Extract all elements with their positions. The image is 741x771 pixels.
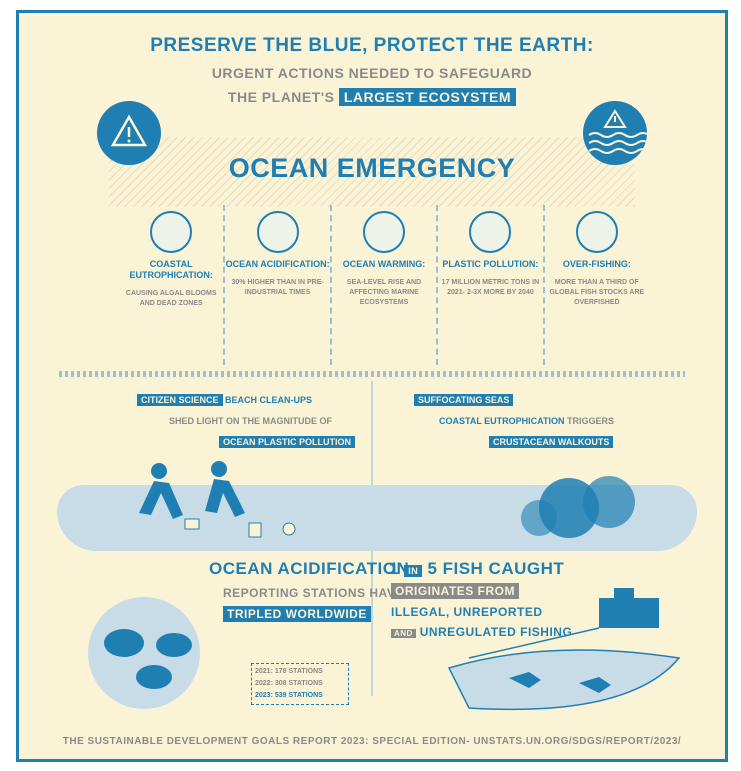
tripled-label: TRIPLED WORLDWIDE <box>223 606 371 622</box>
fish-stat-in: IN <box>404 565 423 577</box>
eutrophication-triggers-text: COASTAL EUTROPHICATION TRIGGERS <box>439 416 614 426</box>
card-title: OVER-FISHING: <box>562 259 631 269</box>
station-row: 2021: 178 STATIONS <box>255 668 323 675</box>
subtitle-highlight: LARGEST ECOSYSTEM <box>338 88 517 106</box>
card-eutrophication: COASTAL EUTROPHICATION: CAUSING ALGAL BL… <box>119 205 226 365</box>
warming-icon <box>363 211 406 253</box>
subtitle-prefix: THE PLANET'S <box>227 89 335 105</box>
warning-icon <box>97 101 161 165</box>
fish-stat-one: 1 <box>389 559 399 578</box>
fish-stat-rest: 5 FISH CAUGHT <box>427 559 565 578</box>
footer-source: THE SUSTAINABLE DEVELOPMENT GOALS REPORT… <box>62 736 682 747</box>
unregulated-fishing-label: AND UNREGULATED FISHING <box>391 625 572 639</box>
card-acidification: OCEAN ACIDIFICATION: 30% HIGHER THAN IN … <box>225 205 332 365</box>
plastic-icon <box>469 211 512 253</box>
suffocating-seas-tag: SUFFOCATING SEAS <box>414 394 514 406</box>
citizen-science-tag: CITIZEN SCIENCE <box>137 394 223 406</box>
originates-label: ORIGINATES FROM <box>391 583 519 599</box>
plastic-pollution-label: OCEAN PLASTIC POLLUTION <box>219 436 355 448</box>
subtitle-line-2: THE PLANET'S LARGEST ECOSYSTEM <box>19 88 725 106</box>
triggers-text: TRIGGERS <box>567 416 615 426</box>
fish-stat-title: 1 IN 5 FISH CAUGHT <box>389 559 564 579</box>
emergency-cards: COASTAL EUTROPHICATION: CAUSING ALGAL BL… <box>119 205 649 365</box>
beach-cleanups-text: BEACH CLEAN-UPS <box>225 395 313 405</box>
ocean-emergency-title: OCEAN EMERGENCY <box>228 153 516 183</box>
section-divider <box>59 371 685 377</box>
hatch-band <box>109 137 635 207</box>
card-desc: SEA-LEVEL RISE AND AFFECTING MARINE ECOS… <box>346 279 422 306</box>
acidification-title: OCEAN ACIDIFICATION <box>209 559 410 578</box>
subtitle-line-1: URGENT ACTIONS NEEDED TO SAFEGUARD <box>211 65 533 81</box>
card-overfishing: OVER-FISHING: MORE THAN A THIRD OF GLOBA… <box>545 205 649 365</box>
citizen-science-label: CITIZEN SCIENCE BEACH CLEAN-UPS <box>137 394 313 406</box>
card-title: COASTAL EUTROPHICATION: <box>129 259 213 280</box>
acidification-icon <box>256 211 299 253</box>
infographic-frame: PRESERVE THE BLUE, PROTECT THE EARTH: UR… <box>16 10 728 762</box>
suffocating-seas-label: SUFFOCATING SEAS <box>414 394 514 406</box>
crustacean-label: CRUSTACEAN WALKOUTS <box>489 436 614 448</box>
plastic-pollution-tag: OCEAN PLASTIC POLLUTION <box>219 436 355 448</box>
main-title: PRESERVE THE BLUE, PROTECT THE EARTH: <box>150 35 594 56</box>
fishing-boat-icon <box>575 211 618 253</box>
tripled-tag: TRIPLED WORLDWIDE <box>223 606 371 622</box>
card-title: PLASTIC POLLUTION: <box>442 259 539 269</box>
card-desc: 17 MILLION METRIC TONS IN 2021- 2-3X MOR… <box>441 279 540 296</box>
fishing-net-illustration <box>447 588 681 711</box>
beach-cleanup-illustration <box>139 461 296 538</box>
card-desc: MORE THAN A THIRD OF GLOBAL FISH STOCKS … <box>549 279 645 306</box>
card-desc: CAUSING ALGAL BLOOMS AND DEAD ZONES <box>125 290 217 307</box>
ocean-warning-icon <box>583 101 647 165</box>
card-plastic: PLASTIC POLLUTION: 17 MILLION METRIC TON… <box>438 205 545 365</box>
crustacean-tag: CRUSTACEAN WALKOUTS <box>489 436 614 448</box>
originates-tag: ORIGINATES FROM <box>391 583 519 599</box>
card-warming: OCEAN WARMING: SEA-LEVEL RISE AND AFFECT… <box>332 205 439 365</box>
crustacean-illustration <box>521 476 635 538</box>
shed-light-text: SHED LIGHT ON THE MAGNITUDE OF <box>169 416 332 426</box>
station-row: 2022: 308 STATIONS <box>255 680 323 687</box>
card-desc: 30% HIGHER THAN IN PRE-INDUSTRIAL TIMES <box>231 279 324 296</box>
reporting-stations-text: REPORTING STATIONS HAVE <box>223 586 404 600</box>
illegal-unreported-text: ILLEGAL, UNREPORTED <box>391 605 543 619</box>
and-tag: AND <box>391 629 416 638</box>
station-row: 2023: 539 STATIONS <box>255 692 323 699</box>
coastal-eutrophication-text: COASTAL EUTROPHICATION <box>439 416 565 426</box>
acidification-buoys-illustration <box>88 597 200 709</box>
card-title: OCEAN WARMING: <box>342 259 426 269</box>
unregulated-fishing-text: UNREGULATED FISHING <box>419 625 573 639</box>
stations-list: 2021: 178 STATIONS 2022: 308 STATIONS 20… <box>251 663 349 705</box>
card-title: OCEAN ACIDIFICATION: <box>225 259 330 269</box>
eutrophication-icon <box>150 211 193 253</box>
